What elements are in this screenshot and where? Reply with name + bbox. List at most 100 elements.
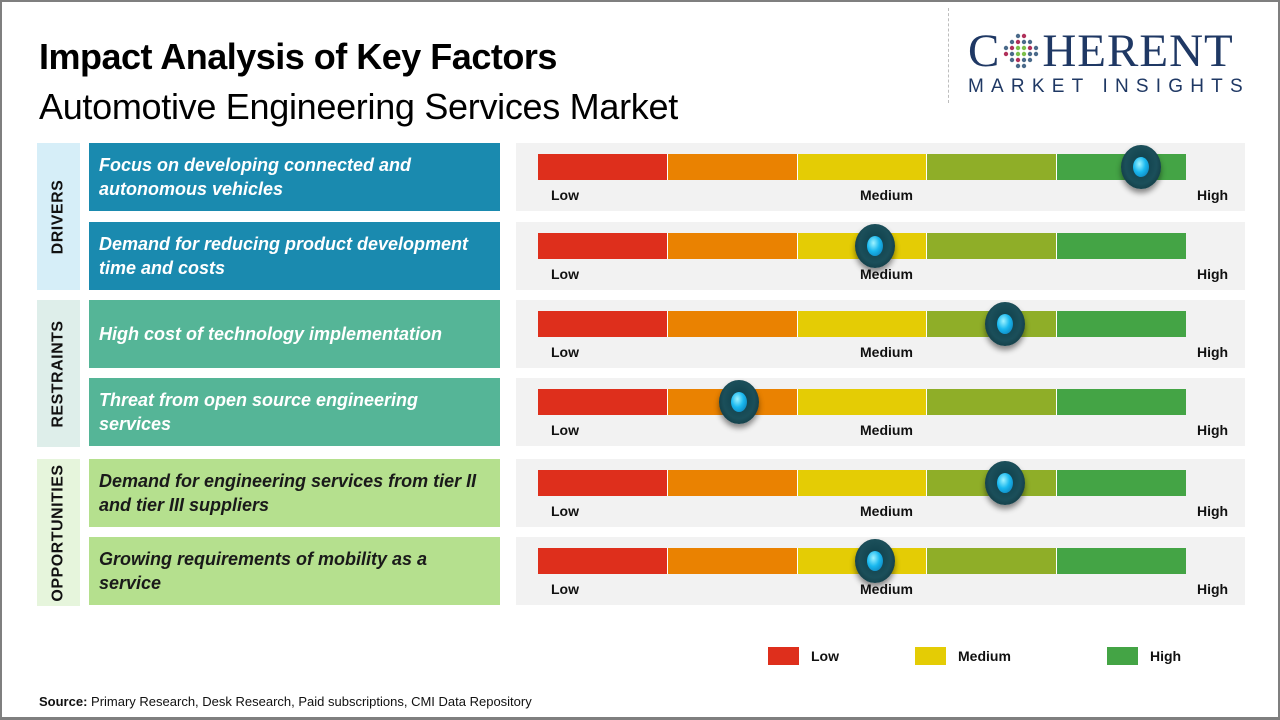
globe-dot bbox=[1010, 57, 1015, 63]
category-text: DRIVERS bbox=[49, 179, 67, 254]
impact-scale-bar bbox=[538, 154, 1186, 180]
category-text: OPPORTUNITIES bbox=[49, 463, 67, 602]
scale-label-high: High bbox=[1197, 503, 1229, 519]
factor-label: High cost of technology implementation bbox=[89, 300, 500, 368]
factor-label: Growing requirements of mobility as a se… bbox=[89, 537, 500, 605]
globe-dot bbox=[1022, 39, 1027, 45]
globe-dot bbox=[1016, 45, 1021, 51]
impact-meter: Low Medium High bbox=[516, 537, 1245, 605]
scale-segment-2 bbox=[667, 233, 798, 259]
globe-dot bbox=[1034, 51, 1039, 57]
factor-label: Demand for reducing product development … bbox=[89, 222, 500, 290]
scale-label-low: Low bbox=[551, 344, 579, 360]
scale-segment-5 bbox=[1057, 311, 1186, 337]
factor-label: Focus on developing connected and autono… bbox=[89, 143, 500, 211]
scale-segment-5 bbox=[1057, 389, 1186, 415]
globe-dot bbox=[1016, 63, 1021, 69]
legend-label-high: High bbox=[1150, 648, 1182, 664]
logo-divider bbox=[948, 8, 949, 103]
scale-label-low: Low bbox=[551, 581, 579, 597]
globe-dot bbox=[1016, 33, 1021, 39]
globe-dot bbox=[1016, 39, 1021, 45]
impact-meter: Low Medium High bbox=[516, 300, 1245, 368]
globe-dot bbox=[1016, 57, 1021, 63]
impact-scale-bar bbox=[538, 389, 1186, 415]
category-label-opportunities: OPPORTUNITIES bbox=[37, 459, 80, 606]
scale-label-low: Low bbox=[551, 187, 579, 203]
legend-item-medium: Medium bbox=[915, 647, 1011, 665]
impact-indicator-knob bbox=[718, 380, 759, 424]
scale-segment-5 bbox=[1057, 470, 1186, 496]
scale-segment-1 bbox=[538, 470, 668, 496]
logo-word: HERENT bbox=[1042, 25, 1234, 77]
scale-label-med: Medium bbox=[860, 422, 913, 438]
scale-label-low: Low bbox=[551, 503, 579, 519]
scale-segment-4 bbox=[927, 154, 1058, 180]
category-label-drivers: DRIVERS bbox=[37, 143, 80, 290]
scale-segment-1 bbox=[538, 154, 668, 180]
scale-segment-4 bbox=[927, 233, 1058, 259]
impact-meter: Low Medium High bbox=[516, 459, 1245, 527]
source-note: Source: Primary Research, Desk Research,… bbox=[39, 694, 532, 709]
globe-dot bbox=[1010, 39, 1015, 45]
scale-segment-1 bbox=[538, 548, 668, 574]
globe-dot bbox=[1028, 51, 1033, 57]
logo-letter-c: C bbox=[968, 25, 1001, 77]
scale-label-high: High bbox=[1197, 344, 1229, 360]
impact-indicator-knob bbox=[854, 539, 895, 583]
impact-indicator-knob bbox=[984, 302, 1025, 346]
scale-segment-3 bbox=[797, 389, 928, 415]
impact-meter: Low Medium High bbox=[516, 378, 1245, 446]
globe-dot bbox=[1022, 57, 1027, 63]
globe-dot bbox=[1028, 39, 1033, 45]
globe-dot bbox=[1022, 45, 1027, 51]
globe-dot bbox=[1016, 51, 1021, 57]
globe-dot bbox=[1022, 63, 1027, 69]
globe-dot bbox=[1022, 33, 1027, 39]
category-label-restraints: RESTRAINTS bbox=[37, 300, 80, 447]
scale-segment-1 bbox=[538, 311, 668, 337]
impact-indicator-knob bbox=[984, 461, 1025, 505]
scale-segment-4 bbox=[927, 389, 1058, 415]
factor-label: Demand for engineering services from tie… bbox=[89, 459, 500, 527]
scale-label-med: Medium bbox=[860, 344, 913, 360]
scale-label-high: High bbox=[1197, 266, 1229, 282]
globe-dot bbox=[1010, 45, 1015, 51]
scale-label-med: Medium bbox=[860, 266, 913, 282]
source-text: Primary Research, Desk Research, Paid su… bbox=[87, 694, 532, 709]
globe-dots-icon bbox=[1004, 33, 1039, 69]
legend-item-high: High bbox=[1107, 647, 1181, 665]
scale-segment-1 bbox=[538, 389, 668, 415]
scale-label-high: High bbox=[1197, 187, 1229, 203]
legend-label-low: Low bbox=[811, 648, 839, 664]
scale-label-high: High bbox=[1197, 581, 1229, 597]
logo-tagline: MARKET INSIGHTS bbox=[968, 76, 1250, 97]
page-title: Impact Analysis of Key Factors bbox=[39, 36, 557, 77]
globe-dot bbox=[1010, 51, 1015, 57]
page-subtitle: Automotive Engineering Services Market bbox=[39, 86, 678, 127]
scale-segment-2 bbox=[667, 311, 798, 337]
scale-segment-1 bbox=[538, 233, 668, 259]
globe-dot bbox=[1028, 57, 1033, 63]
company-logo: C HERENT MARKET INSIGHTS bbox=[968, 28, 1264, 98]
impact-meter: Low Medium High bbox=[516, 222, 1245, 290]
impact-indicator-knob bbox=[1120, 145, 1161, 189]
scale-label-med: Medium bbox=[860, 187, 913, 203]
legend-item-low: Low bbox=[768, 647, 839, 665]
scale-segment-3 bbox=[797, 470, 928, 496]
scale-label-high: High bbox=[1197, 422, 1229, 438]
impact-scale-bar bbox=[538, 470, 1186, 496]
impact-indicator-knob bbox=[854, 224, 895, 268]
scale-segment-3 bbox=[797, 311, 928, 337]
impact-scale-bar bbox=[538, 311, 1186, 337]
scale-segment-5 bbox=[1057, 548, 1186, 574]
scale-segment-2 bbox=[667, 154, 798, 180]
legend-label-medium: Medium bbox=[958, 648, 1011, 664]
scale-segment-2 bbox=[667, 548, 798, 574]
legend-swatch-high bbox=[1107, 647, 1138, 665]
source-prefix: Source: bbox=[39, 694, 88, 709]
globe-dot bbox=[1004, 51, 1009, 57]
legend-swatch-medium bbox=[915, 647, 946, 665]
impact-meter: Low Medium High bbox=[516, 143, 1245, 211]
globe-dot bbox=[1034, 45, 1039, 51]
